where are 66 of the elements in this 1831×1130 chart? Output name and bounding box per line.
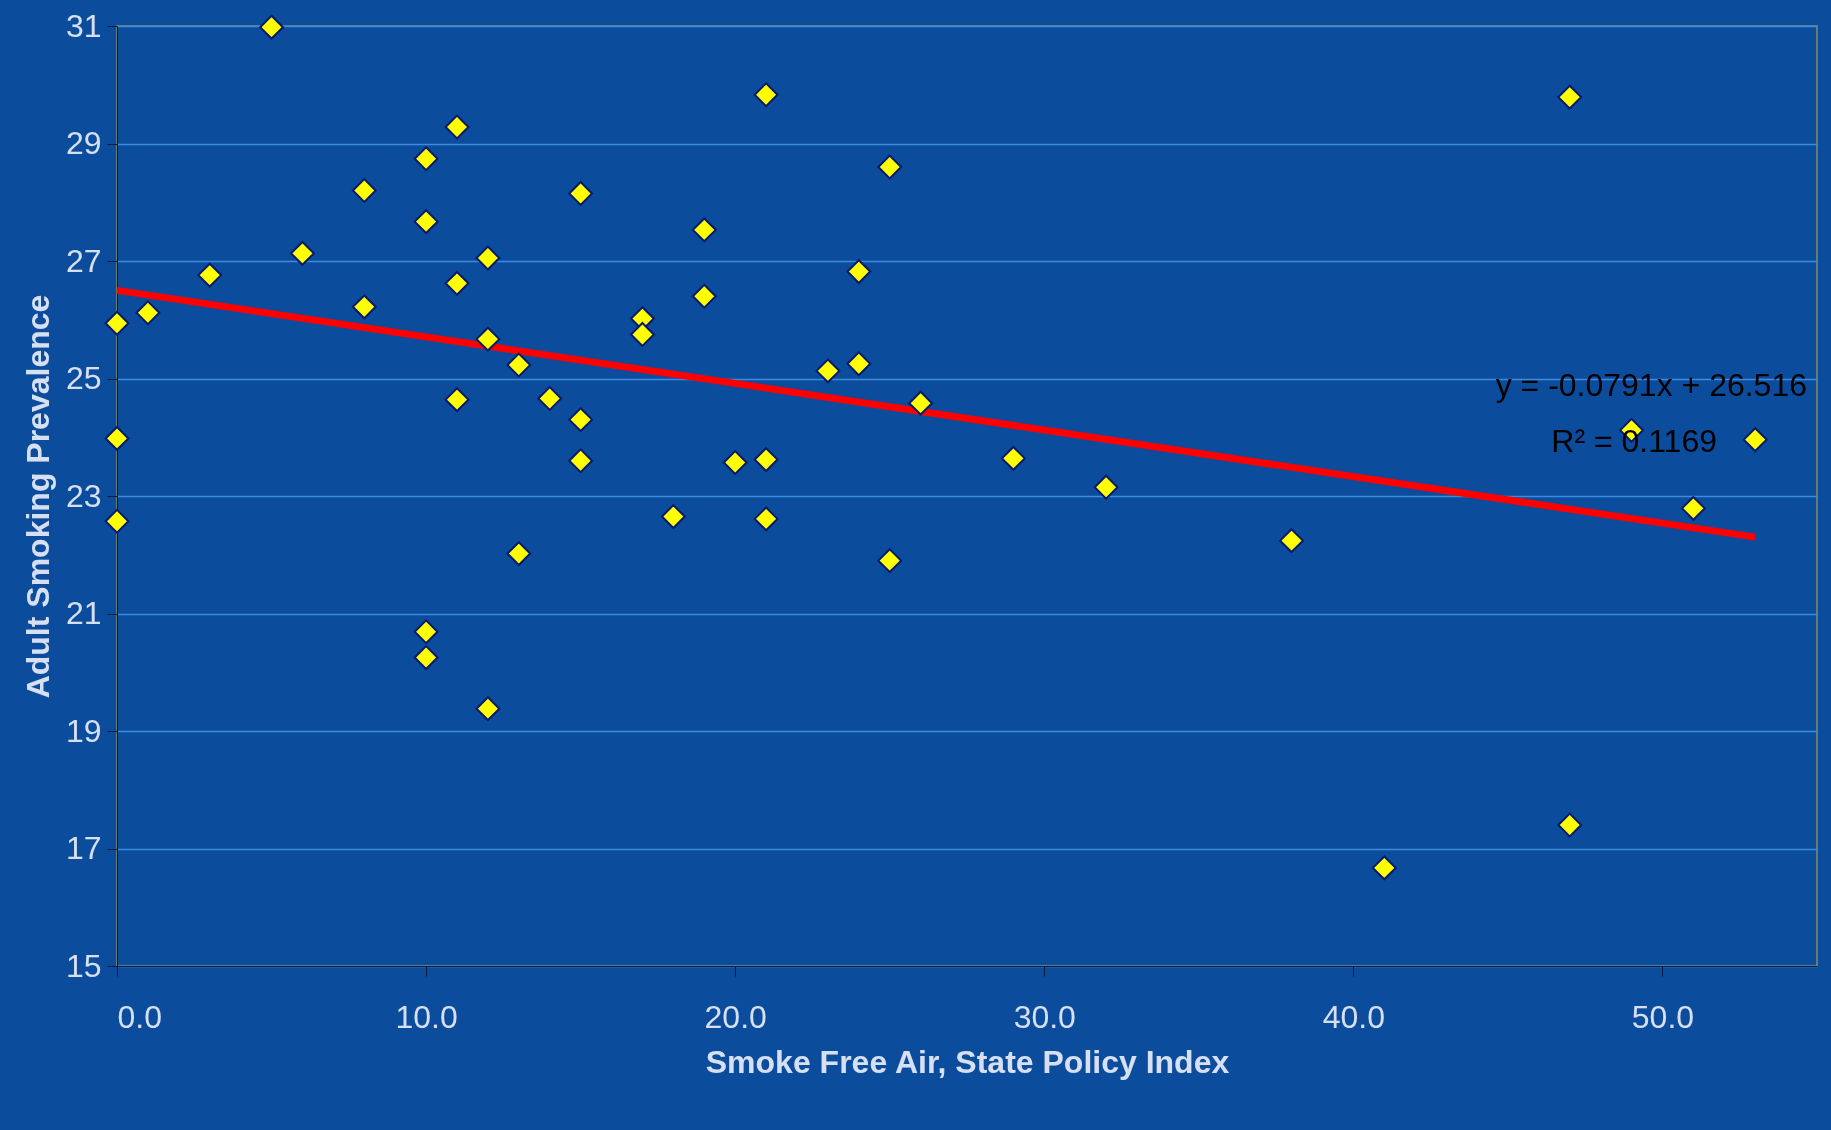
point <box>1557 84 1583 110</box>
point <box>1557 812 1583 838</box>
point <box>1680 495 1706 521</box>
point <box>413 645 439 670</box>
y-tick-label: 27 <box>65 242 102 279</box>
point <box>630 322 655 347</box>
point <box>104 310 130 336</box>
point <box>815 358 841 384</box>
y-axis-title: Adult Smoking Prevalence <box>19 294 56 699</box>
x-tick-label: 10.0 <box>395 998 458 1035</box>
point <box>413 619 439 645</box>
y-tick-label: 15 <box>65 947 102 984</box>
point <box>753 506 779 532</box>
annotation: R² = 0.1169 <box>1551 423 1717 459</box>
point <box>908 390 934 416</box>
point <box>722 450 748 475</box>
point <box>753 82 779 108</box>
y-tick-label: 25 <box>65 360 102 396</box>
x-tick-label: 30.0 <box>1013 998 1076 1035</box>
x-tick-label: 50.0 <box>1631 998 1695 1035</box>
x-axis-title: Smoke Free Air, State Policy Index <box>705 1043 1230 1080</box>
point <box>753 447 779 472</box>
point <box>846 259 872 284</box>
point <box>691 283 717 309</box>
point <box>1742 427 1768 452</box>
point <box>660 504 686 529</box>
point <box>1093 474 1119 500</box>
point <box>846 351 872 377</box>
point <box>568 181 594 206</box>
point <box>444 114 470 140</box>
point <box>104 508 130 534</box>
annotation: y = -0.0791x + 26.516 <box>1495 367 1807 403</box>
x-tick-label: 20.0 <box>704 998 767 1035</box>
point <box>475 326 501 352</box>
point <box>413 146 439 172</box>
point <box>475 696 501 722</box>
point <box>104 426 130 451</box>
point <box>413 209 439 235</box>
x-tick-label: 0.0 <box>117 998 162 1035</box>
point <box>290 240 315 266</box>
point <box>537 386 563 411</box>
point <box>1279 528 1304 554</box>
point <box>568 407 594 433</box>
point <box>691 217 717 243</box>
point <box>877 154 903 180</box>
y-tick-label: 29 <box>65 125 102 161</box>
y-tick-label: 31 <box>65 7 102 44</box>
y-tick-label: 21 <box>65 595 102 631</box>
y-tick-label: 19 <box>65 712 102 749</box>
y-tick-label: 23 <box>65 477 102 514</box>
point <box>444 270 470 296</box>
point <box>1000 446 1026 471</box>
y-tick-label: 17 <box>65 830 102 866</box>
point <box>444 387 470 413</box>
x-tick-label: 40.0 <box>1322 998 1385 1035</box>
point <box>1371 855 1397 881</box>
point <box>351 178 377 203</box>
point <box>475 245 501 271</box>
point <box>351 294 377 320</box>
point <box>506 541 532 566</box>
point <box>568 448 594 474</box>
point <box>135 300 161 326</box>
point <box>259 14 284 40</box>
point <box>877 548 903 574</box>
point <box>506 352 532 378</box>
point <box>197 262 223 288</box>
